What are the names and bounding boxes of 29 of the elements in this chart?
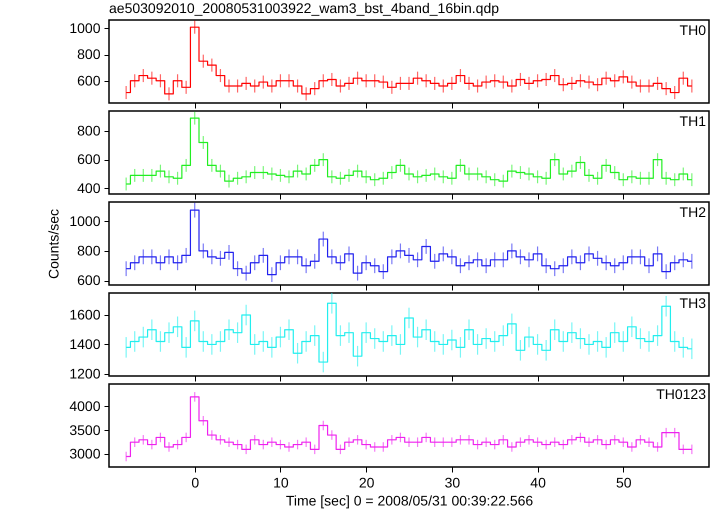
x-tick-label: 10 — [273, 474, 289, 490]
annotation: TH2 — [680, 204, 706, 220]
y-tick-label: 1600 — [69, 306, 101, 323]
y-tick-label: 1000 — [69, 212, 101, 229]
y-tick-label: 3500 — [69, 422, 101, 438]
y-tick-label: 400 — [77, 180, 101, 196]
x-tick-label: 20 — [358, 474, 375, 490]
y-tick-label: 4000 — [69, 398, 101, 414]
x-axis-title: Time [sec] 0 = 2008/05/31 00:39:22.566 — [286, 492, 534, 508]
x-tick-label: 30 — [444, 474, 460, 490]
y-tick-label: 600 — [77, 272, 101, 288]
y-tick-label: 1200 — [69, 365, 101, 382]
y-tick-label: 800 — [77, 46, 101, 62]
annotation: TH3 — [680, 295, 706, 311]
y-tick-label: 600 — [77, 151, 101, 168]
y-tick-label: 1400 — [69, 336, 101, 352]
y-tick-label: 1000 — [69, 20, 101, 36]
y-tick-label: 800 — [77, 122, 101, 139]
x-tick-label: 0 — [191, 474, 200, 490]
annotation: TH0 — [680, 22, 706, 38]
x-tick-label: 40 — [530, 474, 546, 490]
y-tick-label: 800 — [77, 242, 101, 258]
y-axis-title: Counts/sec — [45, 208, 62, 280]
y-tick-label: 600 — [77, 72, 101, 88]
y-tick-label: 3000 — [69, 446, 101, 462]
annotation: TH0123 — [656, 386, 706, 402]
annotation: TH1 — [680, 113, 706, 129]
x-tick-label: 50 — [616, 474, 632, 490]
chart-title: ae503092010_20080531003922_wam3_bst_4band_16bin.qdp — [109, 0, 500, 16]
